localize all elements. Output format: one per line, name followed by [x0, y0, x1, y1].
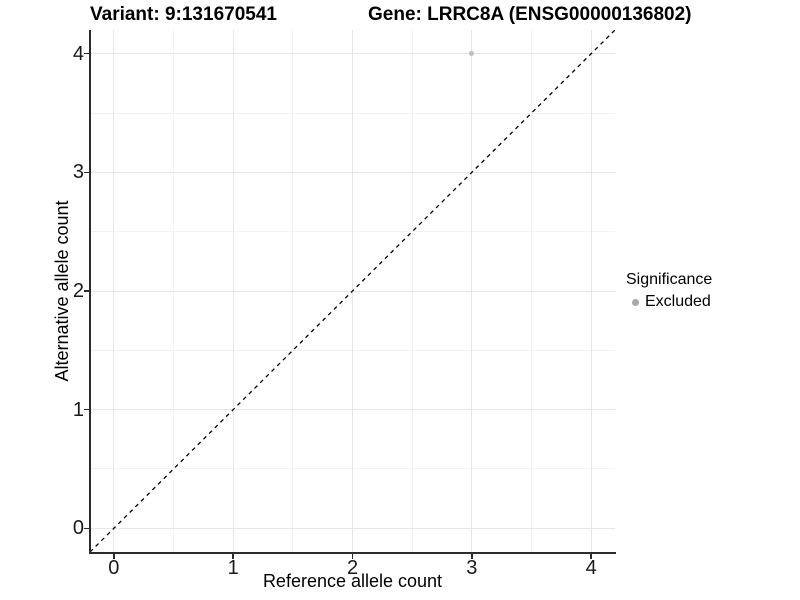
y-axis-line	[89, 30, 91, 554]
y-tick	[84, 52, 89, 55]
x-tick	[351, 554, 354, 559]
legend-entries: Excluded	[626, 292, 712, 312]
y-tick	[84, 527, 89, 530]
x-axis-line	[89, 552, 616, 554]
y-tick	[84, 171, 89, 174]
x-tick-label: 3	[466, 557, 478, 579]
plot-panel	[90, 30, 615, 552]
y-tick	[84, 408, 89, 411]
gridline-y-major	[90, 409, 615, 411]
legend-title: Significance	[626, 271, 713, 288]
x-tick	[590, 554, 592, 559]
x-tick-label: 1	[227, 557, 239, 579]
data-point	[469, 51, 475, 57]
x-tick	[471, 554, 473, 559]
legend-entry: Excluded	[626, 292, 712, 312]
legend-dot-icon	[632, 298, 639, 306]
y-tick-label: 4	[72, 42, 84, 65]
y-tick-label: 1	[72, 398, 84, 421]
gridline-y-major	[90, 527, 615, 529]
x-tick	[113, 554, 115, 559]
plot-title-variant: Variant: 9:131670541	[90, 4, 277, 25]
y-tick-label: 0	[72, 517, 84, 540]
gridline-y-major	[90, 171, 615, 173]
x-tick-label: 2	[346, 557, 359, 579]
x-tick-label: 4	[585, 557, 597, 579]
y-tick-label: 2	[72, 280, 84, 302]
legend: Significance Excluded	[626, 270, 712, 312]
x-tick	[232, 554, 234, 559]
y-tick-label: 3	[72, 161, 84, 184]
x-tick-label: 0	[108, 557, 120, 579]
gridline-y-major	[90, 53, 615, 55]
legend-entry-label: Excluded	[645, 293, 711, 310]
identity-line	[90, 30, 615, 552]
plot-title-gene: Gene: LRRC8A (ENSG00000136802)	[368, 4, 692, 25]
y-tick	[84, 290, 89, 292]
x-axis-title: Reference allele count	[262, 571, 443, 591]
